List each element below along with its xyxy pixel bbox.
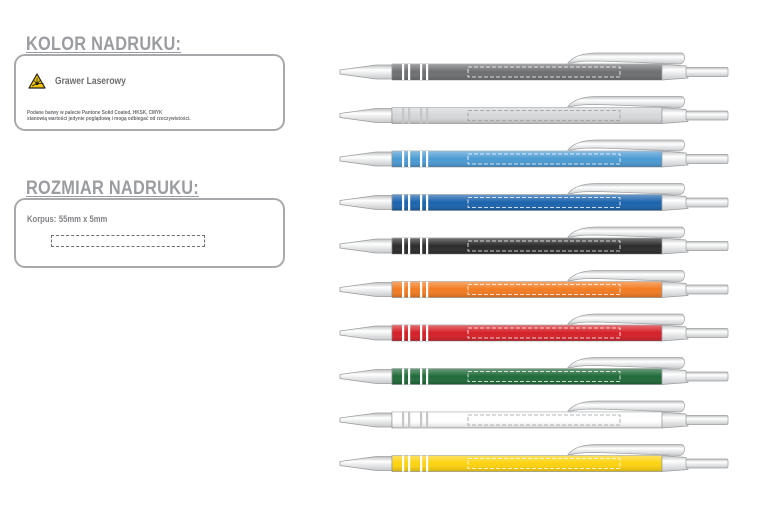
pen-variant <box>339 444 729 472</box>
pen-variant <box>339 183 729 211</box>
print-area-value: 55mm x 5mm <box>58 214 108 224</box>
pen-color-variants <box>339 52 729 472</box>
print-area-outline <box>51 235 205 247</box>
pen-variant <box>339 226 729 255</box>
pen-variant <box>339 270 729 298</box>
print-method-label: Grawer Laserowy <box>55 75 126 87</box>
pen-variant <box>339 357 729 385</box>
print-size-panel: Korpus: 55mm x 5mm <box>14 198 285 268</box>
disclaimer-line-1: Podane barwy w palecie Pantone Solid Coa… <box>27 110 163 116</box>
pen-variant <box>339 96 729 124</box>
color-disclaimer: Podane barwy w palecie Pantone Solid Coa… <box>27 110 297 123</box>
print-size-title: ROZMIAR NADRUKU: <box>26 178 199 199</box>
disclaimer-line-2: stanowią wartości jedynie poglądową i mo… <box>27 116 191 123</box>
pen-variant <box>339 313 729 342</box>
laser-warning-icon <box>28 73 46 89</box>
print-area-label: Korpus: 55mm x 5mm <box>27 214 107 224</box>
print-color-title: KOLOR NADRUKU: <box>26 34 182 55</box>
print-method-row: Grawer Laserowy <box>28 73 138 89</box>
pen-variant <box>339 139 729 168</box>
print-color-panel: Grawer Laserowy Podane barwy w palecie P… <box>14 54 285 131</box>
print-area-name: Korpus: <box>27 214 57 224</box>
pen-variant <box>339 400 729 429</box>
pen-variant <box>339 52 729 81</box>
